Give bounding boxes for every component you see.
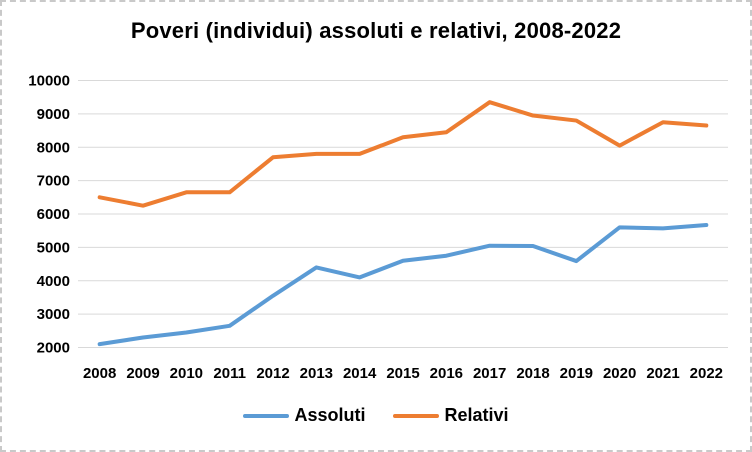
x-tick-label: 2008: [83, 365, 116, 382]
x-tick-label: 2011: [213, 365, 246, 382]
legend-label-assoluti: Assoluti: [294, 405, 366, 425]
x-tick-label: 2015: [386, 365, 419, 382]
assoluti-line-swatch-icon: [243, 413, 290, 418]
x-tick-label: 2018: [516, 365, 549, 382]
chart-legend: Assoluti Relativi: [2, 405, 750, 426]
y-tick-label: 9000: [37, 106, 70, 123]
y-tick-label: 10000: [28, 73, 70, 90]
x-tick-label: 2022: [690, 365, 723, 382]
y-tick-label: 5000: [37, 239, 70, 256]
x-tick-label: 2014: [343, 365, 377, 382]
legend-label-relativi: Relativi: [444, 405, 509, 425]
x-tick-label: 2010: [170, 365, 203, 382]
chart-title: Poveri (individui) assoluti e relativi, …: [130, 18, 622, 43]
x-tick-label: 2009: [126, 365, 159, 382]
y-tick-label: 7000: [37, 173, 70, 190]
legend-item-relativi: Relativi: [393, 405, 509, 426]
x-tick-label: 2020: [603, 365, 636, 382]
x-tick-label: 2019: [560, 365, 593, 382]
y-tick-label: 6000: [37, 206, 70, 223]
x-tick-label: 2021: [646, 365, 679, 382]
y-tick-label: 4000: [37, 273, 70, 290]
x-tick-label: 2017: [473, 365, 506, 382]
series-line-assoluti: [97, 223, 709, 347]
y-tick-label: 8000: [37, 139, 70, 156]
y-tick-label: 3000: [37, 306, 70, 323]
x-tick-label: 2012: [256, 365, 289, 382]
y-tick-label: 2000: [37, 340, 70, 357]
x-tick-label: 2013: [300, 365, 333, 382]
x-tick-label: 2016: [430, 365, 463, 382]
series-line-relativi: [97, 100, 709, 208]
legend-item-assoluti: Assoluti: [243, 405, 365, 426]
relativi-line-swatch-icon: [393, 413, 440, 418]
